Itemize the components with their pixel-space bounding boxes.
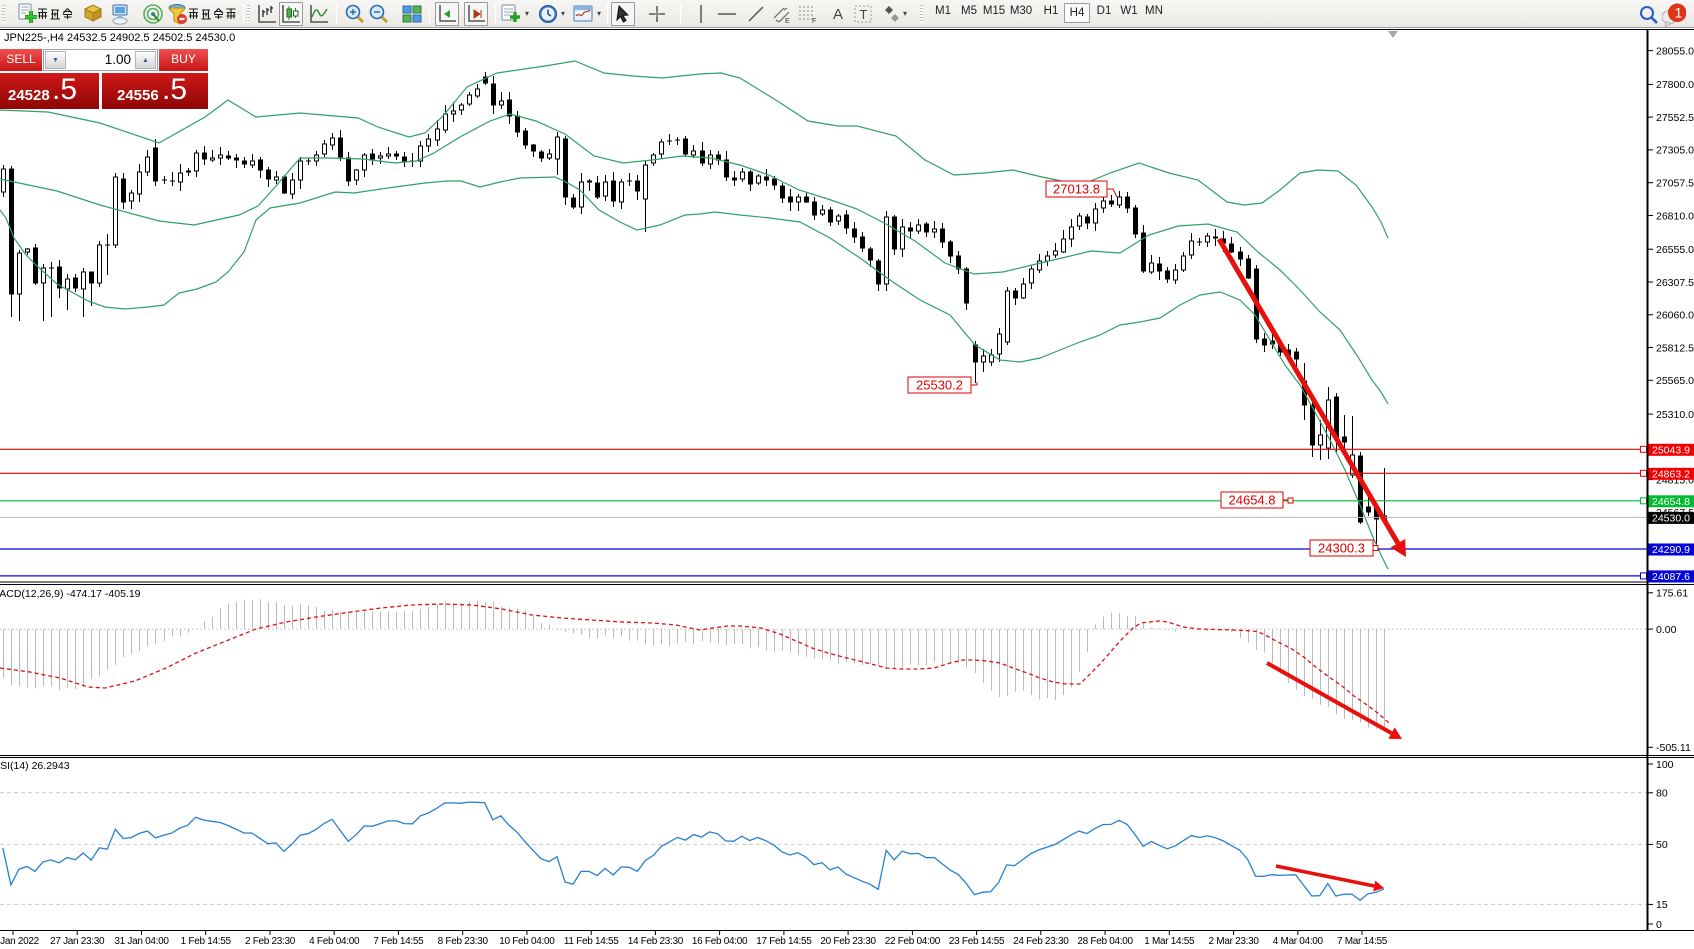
svg-text:2 Feb 23:30: 2 Feb 23:30 — [245, 936, 296, 947]
svg-text:27013.8: 27013.8 — [1053, 182, 1100, 197]
svg-text:23 Feb 14:55: 23 Feb 14:55 — [949, 936, 1005, 947]
svg-text:26307.5: 26307.5 — [1656, 277, 1694, 289]
svg-text:0: 0 — [1656, 919, 1662, 931]
svg-text:RSI(14) 26.2943: RSI(14) 26.2943 — [0, 760, 70, 772]
svg-text:1 Mar 14:55: 1 Mar 14:55 — [1144, 936, 1195, 947]
svg-text:16 Feb 04:00: 16 Feb 04:00 — [692, 936, 748, 947]
svg-text:20 Feb 23:30: 20 Feb 23:30 — [820, 936, 876, 947]
svg-text:24530.0: 24530.0 — [1652, 512, 1690, 524]
svg-text:24300.3: 24300.3 — [1318, 541, 1365, 556]
svg-text:80: 80 — [1656, 788, 1668, 800]
svg-text:27800.0: 27800.0 — [1656, 79, 1694, 91]
svg-text:4 Mar 04:00: 4 Mar 04:00 — [1273, 936, 1324, 947]
svg-text:1 Feb 14:55: 1 Feb 14:55 — [181, 936, 232, 947]
svg-text:25043.9: 25043.9 — [1652, 444, 1690, 456]
svg-text:MACD(12,26,9) -474.17 -405.19: MACD(12,26,9) -474.17 -405.19 — [0, 588, 141, 600]
svg-text:31 Jan 04:00: 31 Jan 04:00 — [114, 936, 169, 947]
svg-text:27057.5: 27057.5 — [1656, 178, 1694, 190]
svg-text:JPN225-,H4 24532.5 24902.5 24: JPN225-,H4 24532.5 24902.5 24502.5 24530… — [4, 32, 235, 44]
svg-text:7 Feb 14:55: 7 Feb 14:55 — [373, 936, 424, 947]
svg-text:26810.0: 26810.0 — [1656, 210, 1694, 222]
svg-text:17 Feb 14:55: 17 Feb 14:55 — [756, 936, 812, 947]
svg-text:F: F — [812, 18, 816, 25]
svg-text:28 Feb 04:00: 28 Feb 04:00 — [1077, 936, 1133, 947]
svg-text:27 Jan 23:30: 27 Jan 23:30 — [50, 936, 105, 947]
svg-text:25565.0: 25565.0 — [1656, 375, 1694, 387]
svg-text:7 Mar 14:55: 7 Mar 14:55 — [1337, 936, 1388, 947]
svg-text:25310.0: 25310.0 — [1656, 409, 1694, 421]
svg-text:28055.0: 28055.0 — [1656, 45, 1694, 57]
svg-text:22 Feb 04:00: 22 Feb 04:00 — [885, 936, 941, 947]
svg-text:E: E — [785, 18, 790, 25]
svg-text:100: 100 — [1656, 759, 1674, 771]
svg-text:175.61: 175.61 — [1656, 588, 1688, 600]
svg-text:27305.0: 27305.0 — [1656, 145, 1694, 157]
svg-text:T: T — [860, 7, 868, 22]
svg-text:26 Jan 2022: 26 Jan 2022 — [0, 936, 40, 947]
svg-text:2 Mar 23:30: 2 Mar 23:30 — [1209, 936, 1260, 947]
svg-text:A: A — [833, 6, 843, 23]
svg-text:4 Feb 04:00: 4 Feb 04:00 — [309, 936, 360, 947]
svg-text:25812.5: 25812.5 — [1656, 342, 1694, 354]
svg-text:25530.2: 25530.2 — [916, 378, 963, 393]
svg-text:24863.2: 24863.2 — [1652, 468, 1690, 480]
svg-text:50: 50 — [1656, 839, 1668, 851]
svg-text:24654.8: 24654.8 — [1652, 496, 1690, 508]
svg-text:11 Feb 14:55: 11 Feb 14:55 — [564, 936, 619, 947]
svg-text:14 Feb 23:30: 14 Feb 23:30 — [628, 936, 684, 947]
svg-text:8 Feb 23:30: 8 Feb 23:30 — [438, 936, 489, 947]
svg-text:1: 1 — [1675, 6, 1683, 22]
svg-text:24654.8: 24654.8 — [1229, 493, 1276, 508]
svg-text:27552.5: 27552.5 — [1656, 112, 1694, 124]
svg-text:-505.11: -505.11 — [1656, 742, 1691, 754]
svg-text:26060.0: 26060.0 — [1656, 310, 1694, 322]
svg-text:24290.9: 24290.9 — [1652, 544, 1690, 556]
svg-text:24087.6: 24087.6 — [1652, 571, 1690, 583]
svg-text:15: 15 — [1656, 899, 1668, 911]
svg-text:24 Feb 23:30: 24 Feb 23:30 — [1013, 936, 1069, 947]
svg-text:10 Feb 04:00: 10 Feb 04:00 — [499, 936, 555, 947]
svg-text:0.00: 0.00 — [1656, 624, 1677, 636]
svg-text:26555.0: 26555.0 — [1656, 244, 1694, 256]
